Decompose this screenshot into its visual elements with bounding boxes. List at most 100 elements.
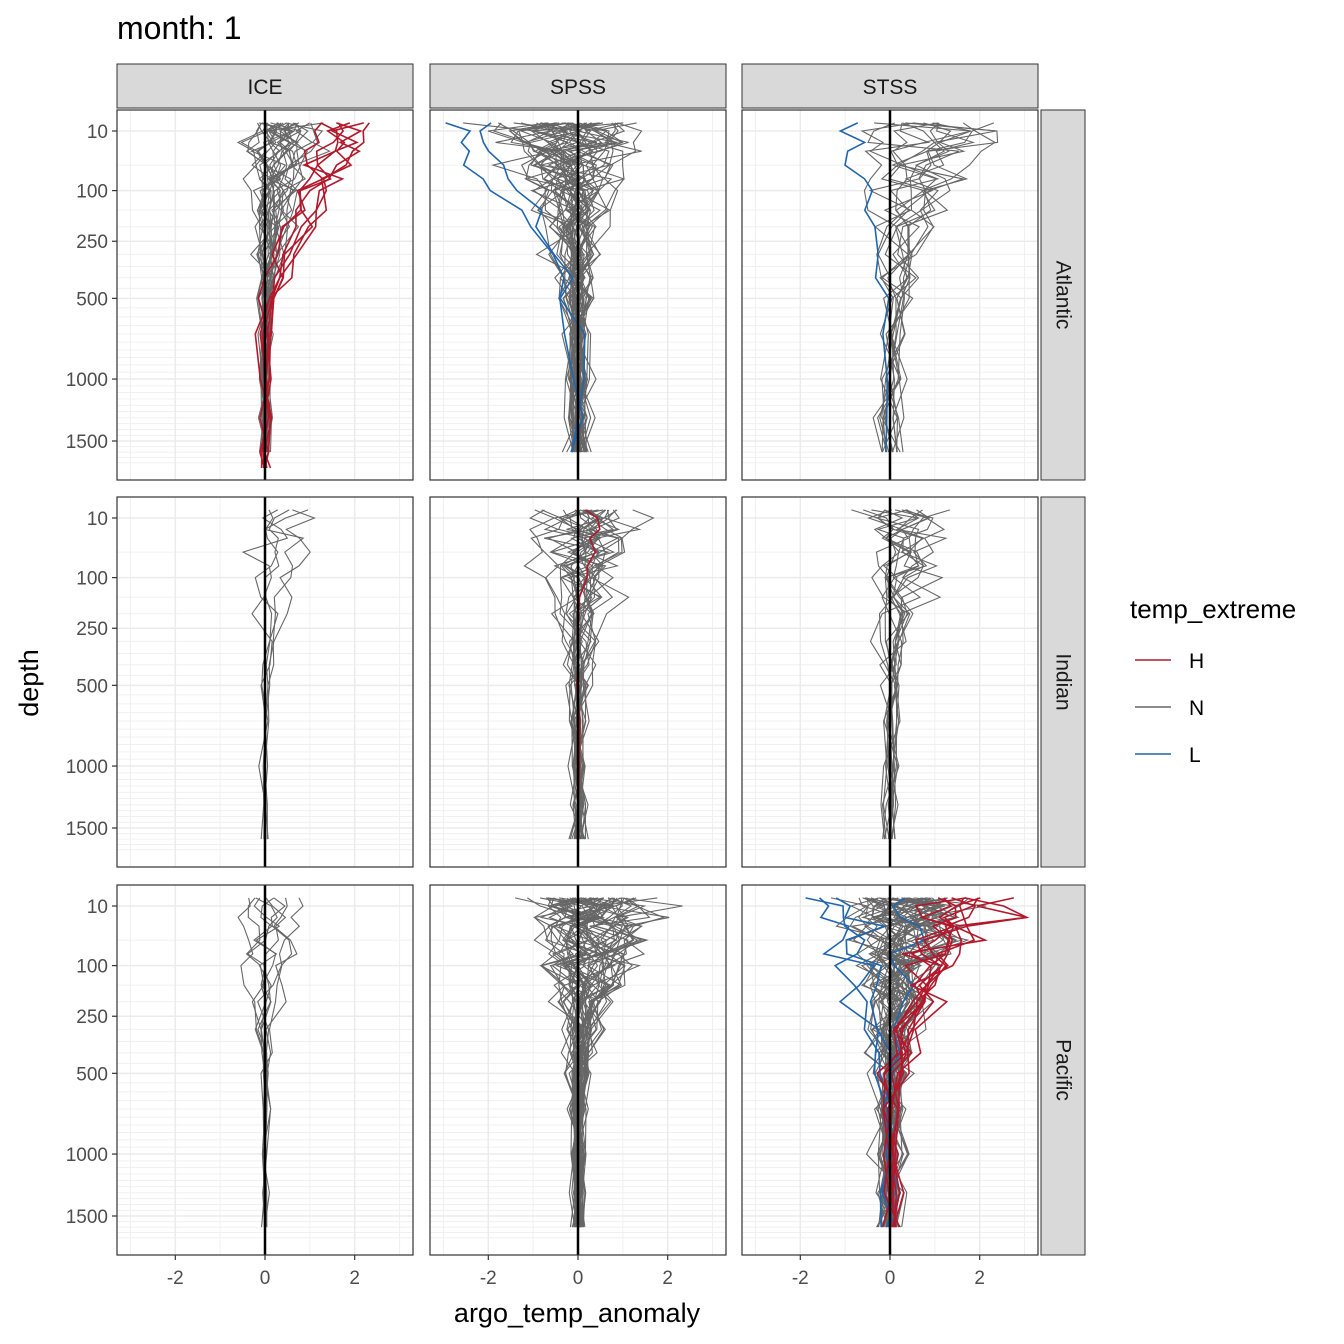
profile-line-n <box>260 122 293 453</box>
x-tick-label: 0 <box>885 1268 896 1289</box>
legend-title: temp_extreme <box>1130 594 1296 624</box>
panel-border <box>741 109 1039 481</box>
strip-background <box>741 63 1039 109</box>
profile-line-n <box>555 122 602 453</box>
profile-line-l <box>479 122 586 453</box>
strip-background <box>1040 884 1086 1256</box>
panel-pacific-spss <box>429 884 727 1256</box>
panel-atlantic-ice <box>116 109 414 481</box>
panel-atlantic-stss <box>741 109 1039 481</box>
profile-line-n <box>878 897 932 1228</box>
profile-line-n <box>877 897 946 1228</box>
x-tick-label: 0 <box>573 1268 584 1289</box>
y-tick-label: 1500 <box>66 432 108 453</box>
legend-label: L <box>1189 744 1201 767</box>
strip-label: STSS <box>863 76 918 99</box>
x-tick-label: -2 <box>792 1268 809 1289</box>
y-tick-label: 1500 <box>66 1207 108 1228</box>
y-tick-label: 250 <box>76 619 108 640</box>
y-axis-title: depth <box>14 649 44 717</box>
profile-line-n <box>254 509 279 840</box>
y-tick-label: 100 <box>76 182 108 203</box>
x-axis-spss: -2 0 2 <box>480 1255 673 1289</box>
profile-line-n <box>542 122 597 453</box>
profile-line-n <box>571 897 609 1228</box>
profile-line-n <box>255 122 278 453</box>
x-axis-title: argo_temp_anomaly <box>454 1298 701 1328</box>
y-tick-label: 100 <box>76 569 108 590</box>
profile-line-n <box>245 897 272 1228</box>
y-tick-label: 250 <box>76 232 108 253</box>
strip-label: ICE <box>247 76 282 99</box>
profile-line-h <box>882 897 977 1228</box>
profile-line-l <box>838 122 890 453</box>
strip-background <box>1040 496 1086 868</box>
profile-line-n <box>877 122 952 453</box>
profile-line-n <box>881 122 951 453</box>
y-tick-label: 500 <box>76 676 108 697</box>
profile-line-n <box>886 509 934 840</box>
legend-item-l: L <box>1135 744 1201 767</box>
profile-line-n <box>881 122 996 453</box>
chart-title: month: 1 <box>117 10 242 46</box>
legend: temp_extreme H N L <box>1130 594 1296 767</box>
profile-line-n <box>562 122 611 453</box>
strip-background <box>116 63 414 109</box>
y-tick-label: 250 <box>76 1007 108 1028</box>
facet-strip-stss: STSS <box>741 63 1039 109</box>
panel-pacific-stss <box>741 884 1039 1256</box>
strip-label: Indian <box>1052 653 1075 710</box>
facet-strip-atlantic: Atlantic <box>1040 109 1086 481</box>
profile-line-n <box>567 509 620 840</box>
x-tick-label: 2 <box>974 1268 985 1289</box>
profile-line-n <box>876 897 939 1228</box>
x-tick-label: -2 <box>167 1268 184 1289</box>
profile-lines <box>838 122 999 453</box>
x-tick-label: 2 <box>349 1268 360 1289</box>
profile-line-n <box>539 897 583 1228</box>
facet-strip-ice: ICE <box>116 63 414 109</box>
profile-line-n <box>882 509 948 840</box>
strip-label: Atlantic <box>1052 261 1075 330</box>
y-tick-label: 10 <box>87 122 108 143</box>
panel-indian-ice <box>116 496 414 868</box>
strip-label: Pacific <box>1052 1039 1075 1101</box>
profile-line-n <box>562 509 618 840</box>
profile-line-n <box>566 122 637 453</box>
y-tick-label: 1000 <box>66 1145 108 1166</box>
legend-item-n: N <box>1135 697 1204 720</box>
y-axis-indian: 10 100 250 500 1000 1500 <box>66 509 117 840</box>
profile-line-n <box>867 509 910 840</box>
profile-line-n <box>552 122 626 453</box>
panel-border <box>116 496 414 868</box>
y-tick-label: 10 <box>87 509 108 530</box>
x-axis-stss: -2 0 2 <box>792 1255 985 1289</box>
legend-label: H <box>1189 650 1204 673</box>
panel-indian-stss <box>741 496 1039 868</box>
profile-line-n <box>576 509 655 840</box>
profile-line-n <box>520 122 589 453</box>
panel-atlantic-spss <box>429 109 727 481</box>
y-tick-label: 10 <box>87 897 108 918</box>
x-tick-label: 2 <box>662 1268 673 1289</box>
profile-line-n <box>879 509 951 840</box>
y-tick-label: 1500 <box>66 819 108 840</box>
x-tick-label: 0 <box>260 1268 271 1289</box>
y-tick-label: 500 <box>76 1064 108 1085</box>
profile-line-h <box>254 122 353 469</box>
profile-line-n <box>568 122 643 453</box>
y-tick-label: 100 <box>76 957 108 978</box>
legend-label: N <box>1189 697 1204 720</box>
profile-line-l <box>445 122 584 453</box>
facet-strip-spss: SPSS <box>429 63 727 109</box>
profile-line-n <box>890 509 946 840</box>
profile-lines <box>445 122 643 453</box>
profile-line-n <box>550 122 593 453</box>
panel-indian-spss <box>429 496 727 868</box>
panel-pacific-ice <box>116 884 414 1256</box>
x-axis-ice: -2 0 2 <box>167 1255 360 1289</box>
profile-lines <box>805 897 1030 1228</box>
panel-border <box>429 109 727 481</box>
y-axis-pacific: 10 100 250 500 1000 1500 <box>66 897 117 1228</box>
